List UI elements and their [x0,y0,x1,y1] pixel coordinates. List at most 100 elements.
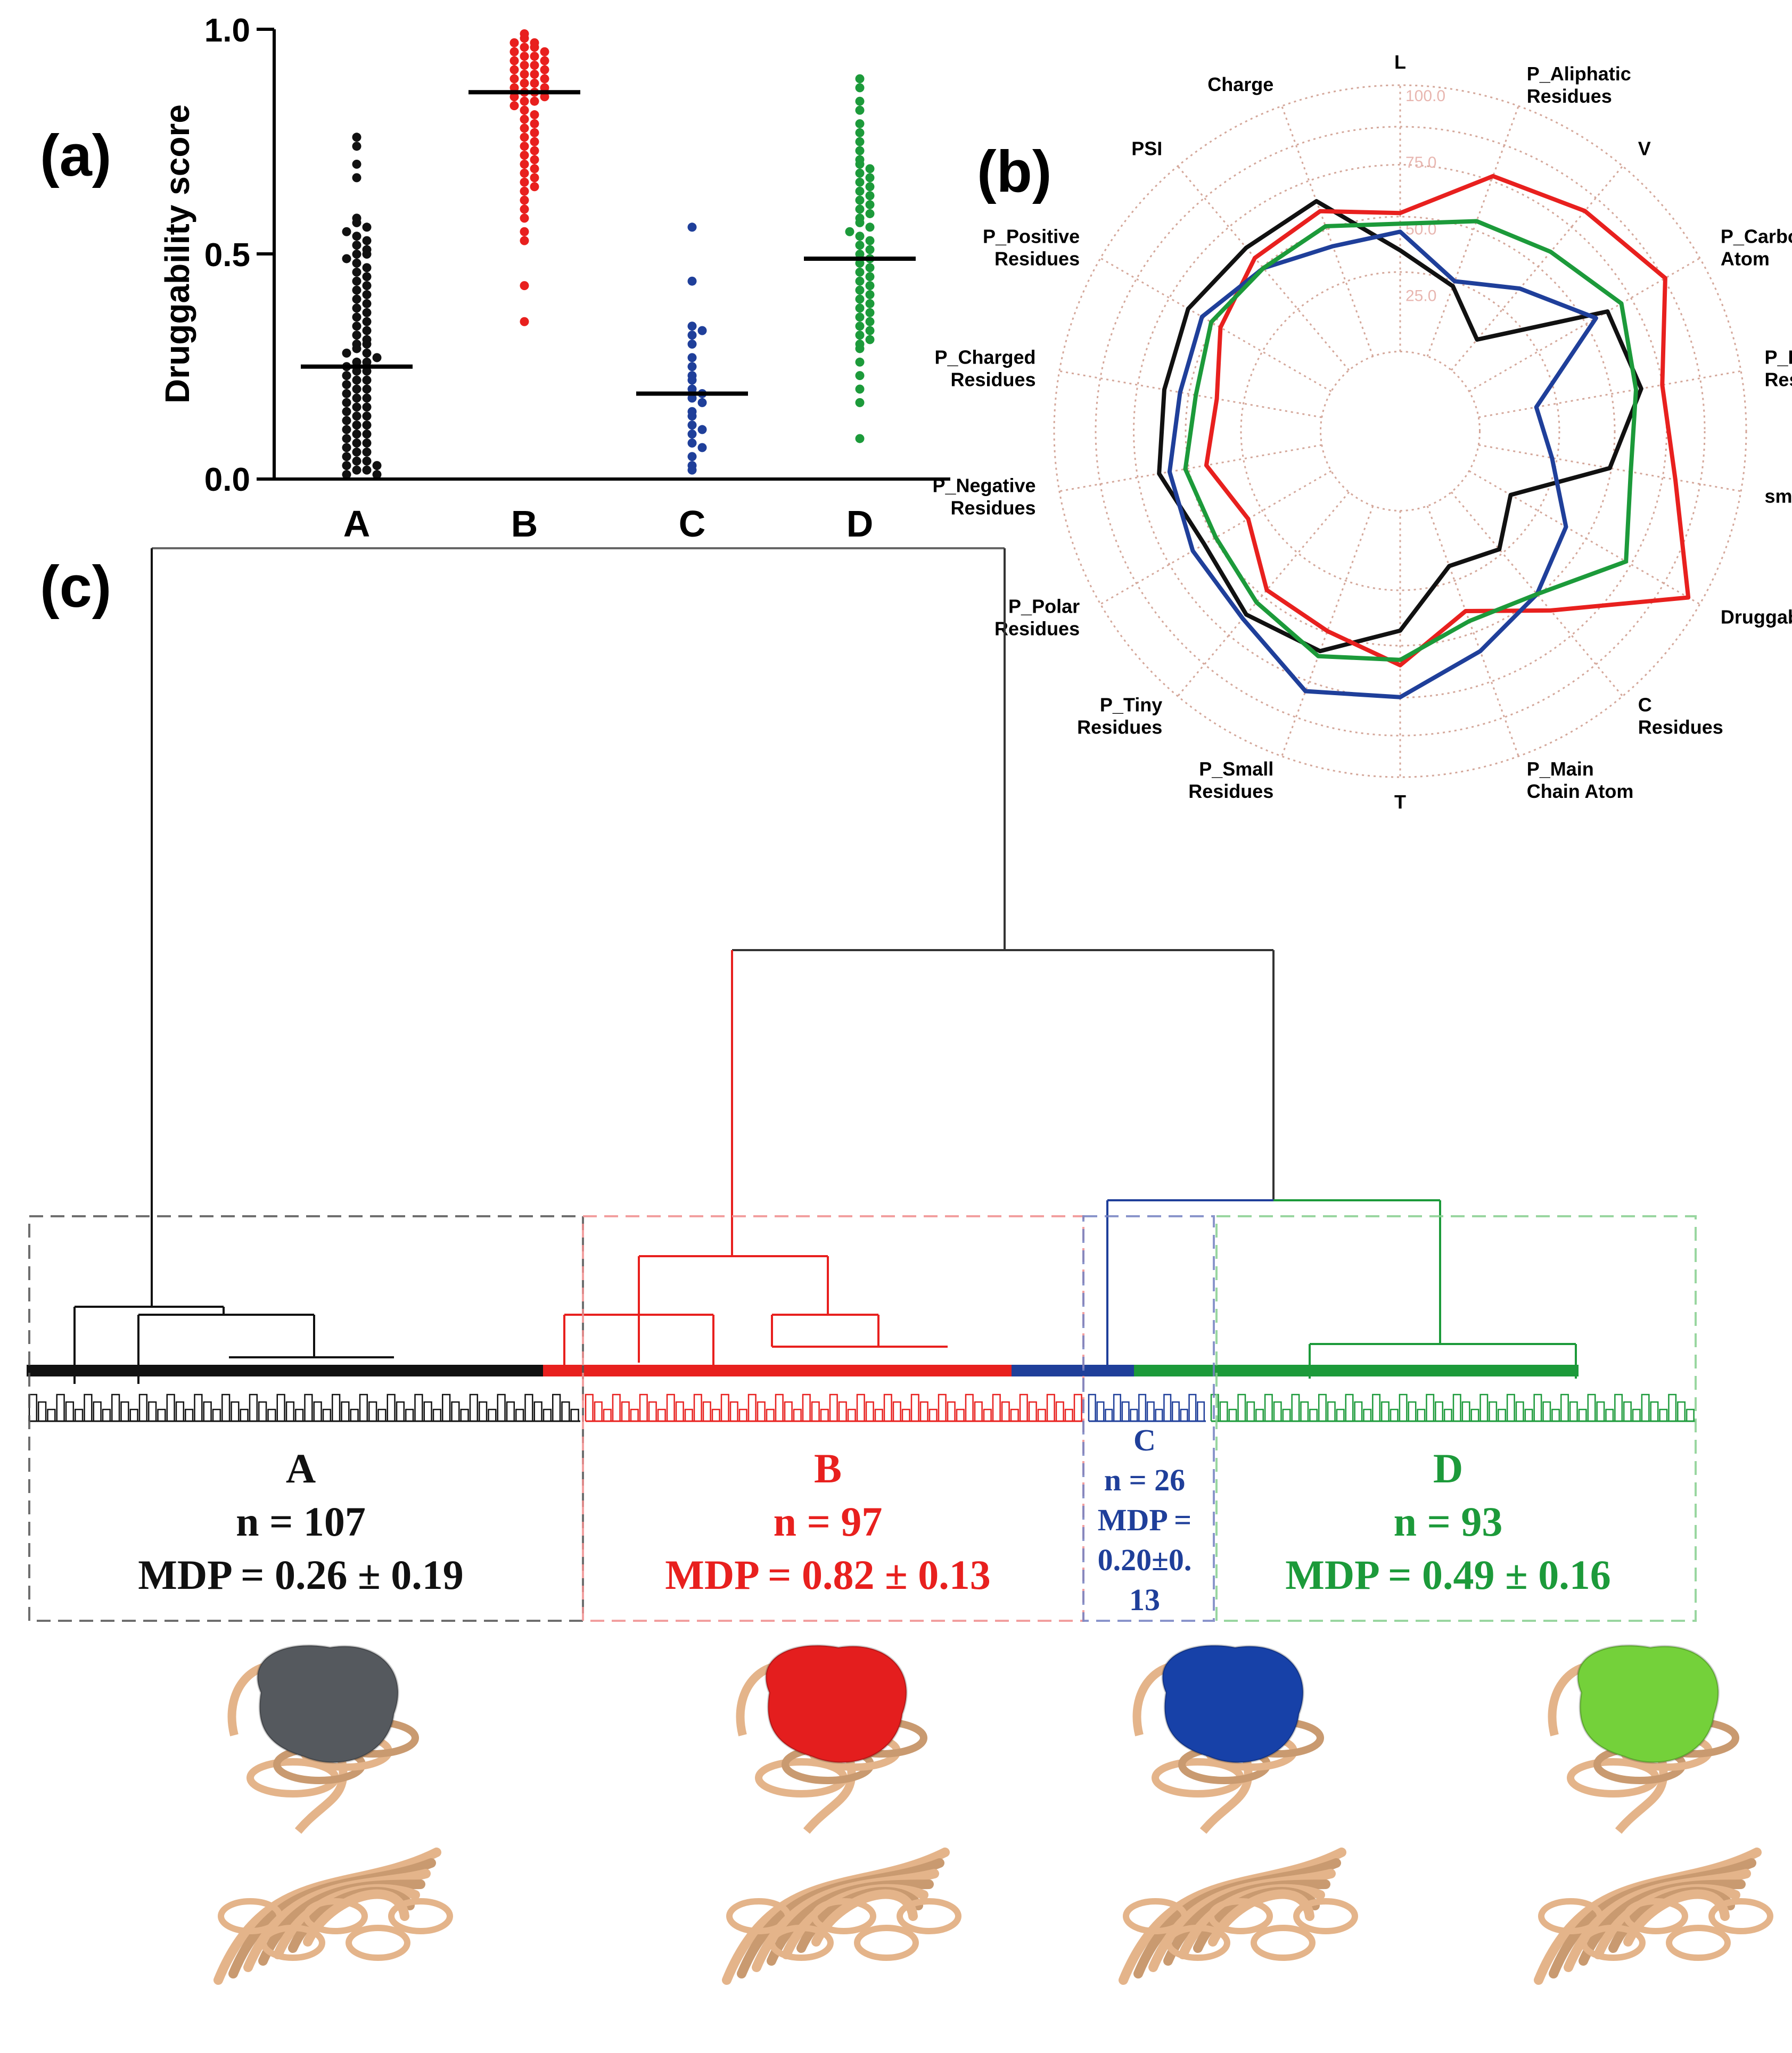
dendrogram-leaf [747,1394,757,1421]
dendrogram-leaf [1408,1401,1417,1421]
data-point [697,425,707,434]
dendrogram-leaf [304,1394,313,1421]
data-point [520,281,529,291]
data-point [855,160,865,169]
dendrogram-leaf [1096,1401,1105,1421]
data-point [362,375,372,385]
dendrogram-leaf [405,1408,414,1421]
dendrogram-leaf [947,1401,956,1421]
data-point [530,43,539,52]
radar-series-c [1167,229,1598,699]
radar-axis-label: T [1394,791,1406,813]
data-point [342,425,351,434]
protein-helix [303,1898,368,1934]
radar-axis-label-line: P_Small [1199,758,1273,780]
radar-axis-label-line: P_Hydrophobic [1764,346,1792,368]
dendrogram-leaf [757,1401,766,1421]
data-point [855,83,865,93]
data-point [855,128,865,137]
dendrogram-leaf [1524,1408,1533,1421]
protein-helix [854,1925,919,1961]
data-point [362,456,372,466]
dendrogram-leaf [506,1401,515,1421]
dendrogram-leaf [865,1401,874,1421]
dendrogram-leaf [221,1394,231,1421]
dendrogram-leaf [657,1408,666,1421]
data-point [509,56,519,65]
data-point [342,452,351,461]
radar-axis-label: P_Polar Residues [994,596,1080,640]
radar-axis-label-line: Residues [1638,716,1723,738]
data-point [352,258,361,268]
scatter-points [342,29,875,480]
data-point [520,160,529,169]
data-point [362,411,372,421]
dendrogram-leaf [1155,1408,1163,1421]
data-point [352,344,361,353]
radar-axis-label: P_Main Chain Atom [1527,758,1634,802]
radar-axis-label-line: Residues [994,248,1080,270]
data-point [520,96,529,106]
radar-axis-label: P_CarboneAtom [1721,226,1792,270]
dendrogram-leaf [1264,1394,1273,1421]
dendrogram-leaf [585,1394,594,1421]
dendrogram: A n = 107 MDP = 0.26 ± 0.19 B n = 97 MDP… [27,547,1697,1622]
data-point [352,421,361,430]
data-point [520,177,529,187]
dendrogram-leaf [1686,1408,1695,1421]
radar-axis-label: P_Negative Residues [932,475,1035,519]
radar-axis-label: L [1394,51,1406,73]
data-point [687,465,697,475]
cluster-a-count: n = 107 [236,1498,366,1545]
dendrogram-leaf [1188,1394,1197,1421]
dendrogram-leaf [1121,1401,1130,1421]
radar-axis-label-line: Residues [1764,368,1792,390]
dendrogram-leaf [1569,1401,1578,1421]
data-point [520,52,529,61]
dendrogram-leaf [359,1394,368,1421]
data-point [520,105,529,115]
dendrogram-leaf [1019,1394,1028,1421]
data-point [520,78,529,88]
dendrogram-leaves [28,1394,1696,1422]
dendrogram-leaf [1390,1408,1399,1421]
mean-lines [301,90,916,396]
data-point [687,393,697,403]
dendrogram-leaf [1318,1394,1327,1421]
dendrogram-leaf [1659,1408,1668,1421]
data-point [352,160,361,169]
dendrogram-leaf [666,1394,675,1421]
radar-axis-label-line: P_Negative [932,475,1035,497]
data-point [352,411,361,421]
dendrogram-leaf [1180,1408,1188,1421]
dendrogram-leaf [1417,1408,1426,1421]
data-point [865,335,875,344]
data-point [687,438,697,448]
data-point [362,393,372,403]
cluster-b-label: B [814,1445,842,1491]
radar-grid-circle [1320,351,1481,512]
dendrogram-leaf [1443,1408,1452,1421]
data-point [362,299,372,308]
data-point [352,173,361,183]
dendrogram-leaf [1479,1394,1489,1421]
data-point [362,281,372,291]
cluster-box-b [582,1215,1084,1622]
dendrogram-leaf [1282,1408,1291,1421]
dendrogram-leaf [276,1394,285,1421]
dendrogram-leaf [1506,1394,1515,1421]
data-point [530,70,539,79]
data-point [509,74,519,84]
radar-axis-label: P_Tiny Residues [1077,694,1162,738]
data-point [509,92,519,102]
data-point [520,195,529,205]
radar-axis-label-line: Residues [950,368,1035,390]
dendrogram-leaf [1255,1408,1264,1421]
dendrogram-leaf [639,1394,648,1421]
data-point [352,402,361,412]
dendrogram-leaf [377,1408,387,1421]
dendrogram-leaf [603,1408,612,1421]
dendrogram-leaf [892,1401,901,1421]
protein-helix [346,1925,410,1961]
dendrogram-leaf [1542,1401,1551,1421]
